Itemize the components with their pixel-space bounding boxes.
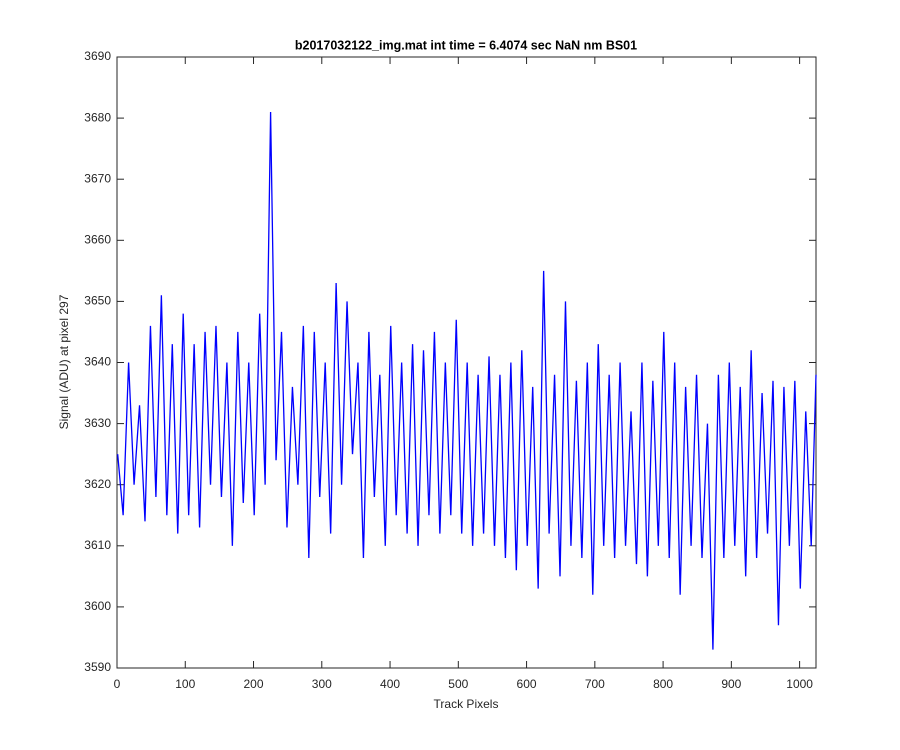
x-tick-label: 100 [175, 677, 195, 691]
x-tick-label: 1000 [786, 677, 813, 691]
x-tick-label: 300 [312, 677, 332, 691]
data-line [117, 111, 817, 650]
plot-area [116, 56, 817, 669]
y-tick-label: 3610 [84, 538, 111, 552]
y-tick-label: 3680 [84, 110, 111, 124]
x-tick-label: 600 [517, 677, 537, 691]
y-tick-label: 3620 [84, 477, 111, 491]
y-tick-label: 3660 [84, 232, 111, 246]
x-tick-label: 700 [585, 677, 605, 691]
y-tick-label: 3640 [84, 355, 111, 369]
y-tick-label: 3630 [84, 416, 111, 430]
x-tick-label: 800 [653, 677, 673, 691]
x-tick-label: 200 [244, 677, 264, 691]
y-axis-label: Signal (ADU) at pixel 297 [57, 294, 71, 429]
chart-title: b2017032122_img.mat int time = 6.4074 se… [295, 38, 637, 52]
x-tick-label: 900 [721, 677, 741, 691]
y-tick-label: 3590 [84, 660, 111, 674]
x-axis-label: Track Pixels [434, 697, 499, 711]
y-tick-label: 3670 [84, 171, 111, 185]
x-tick-label: 0 [114, 677, 121, 691]
x-tick-label: 500 [448, 677, 468, 691]
x-tick-label: 400 [380, 677, 400, 691]
y-tick-label: 3690 [84, 49, 111, 63]
y-tick-label: 3600 [84, 599, 111, 613]
y-tick-label: 3650 [84, 294, 111, 308]
